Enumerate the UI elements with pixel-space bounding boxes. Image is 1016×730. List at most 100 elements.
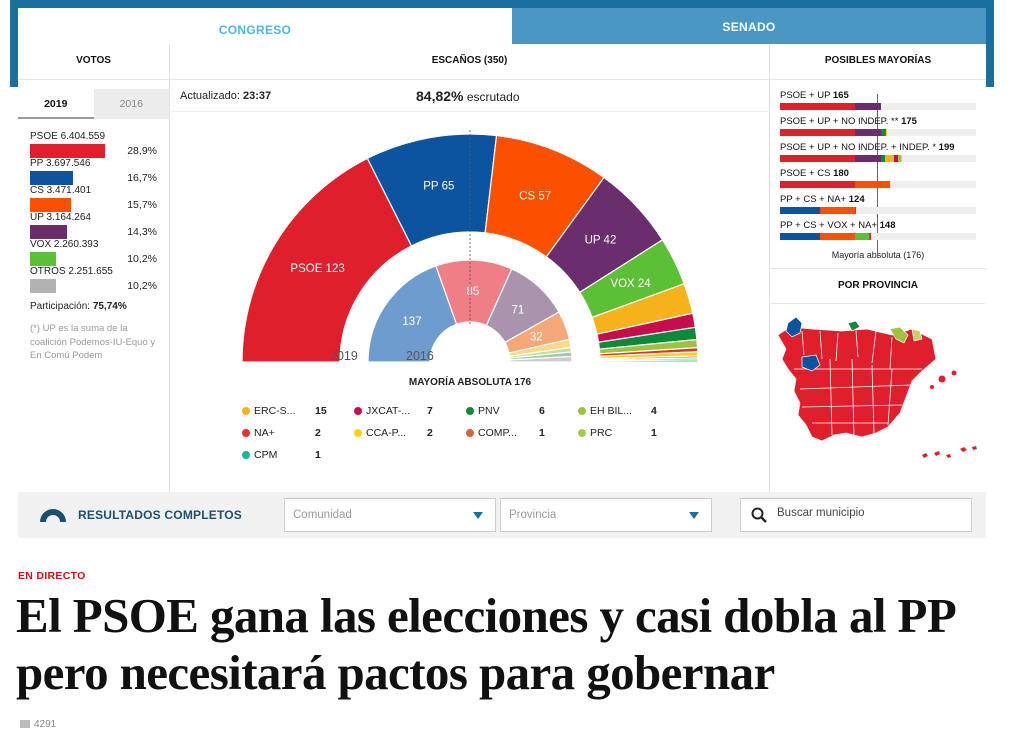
vote-row: OTROS 2.251.655 10,2% xyxy=(30,266,157,293)
mayoria-bar-segment xyxy=(884,155,894,162)
seat-arc-2016-label: 32 xyxy=(530,331,543,343)
seat-arc-2019[interactable] xyxy=(241,157,413,363)
tab-congreso[interactable]: CONGRESO xyxy=(18,8,492,44)
vote-row: CS 3.471.401 15,7% xyxy=(30,185,157,212)
mayoria-bar-segment xyxy=(881,155,885,162)
mayoria-label: PSOE + UP + NO INDEP. + INDEP. * 199 xyxy=(780,142,976,154)
seat-arc-2016[interactable] xyxy=(367,265,458,363)
legend-item[interactable]: CPM 1 xyxy=(242,447,354,462)
mayoria-row[interactable]: PSOE + UP + NO INDEP. + INDEP. * 199 xyxy=(780,142,976,168)
chevron-down-icon xyxy=(689,512,699,519)
article-headline[interactable]: El PSOE gana las elecciones y casi dobla… xyxy=(16,588,954,700)
mayoria-total: 165 xyxy=(832,90,849,101)
seat-arc-2016-label: 85 xyxy=(466,286,479,298)
mayoria-bar-segment xyxy=(819,233,855,240)
legend-seats: 1 xyxy=(651,426,657,439)
vote-bar xyxy=(30,225,68,239)
up-note: (*) UP es la suma de la coalición Podemo… xyxy=(30,323,156,361)
mayoria-row[interactable]: PP + CS + VOX + NA+ 148 xyxy=(780,220,976,246)
mayoria-total: 124 xyxy=(848,194,865,205)
legend-item[interactable]: PRC 1 xyxy=(578,425,690,440)
legend-item[interactable]: NA+ 2 xyxy=(242,425,354,440)
mayoria-total: 175 xyxy=(901,116,917,127)
legend-dot xyxy=(578,406,586,415)
year-tab-2019[interactable]: 2019 xyxy=(18,89,94,119)
vote-pct: 10,2% xyxy=(127,253,157,265)
tab-senado[interactable]: SENADO xyxy=(512,8,986,44)
vote-row: UP 3.164.264 14,3% xyxy=(30,212,157,239)
mayoria-row[interactable]: PSOE + UP 165 xyxy=(780,90,976,116)
legend-seats: 7 xyxy=(427,404,433,417)
escanos-title: ESCAÑOS (350) xyxy=(170,44,769,80)
mayoria-bar xyxy=(780,181,976,188)
comunidad-select[interactable]: Comunidad xyxy=(284,498,496,532)
comments-value: 4291 xyxy=(34,719,57,730)
mayoria-bar-segment xyxy=(780,207,820,214)
mayoria-bar xyxy=(780,155,976,162)
majority-caption: Mayoría absoluta (176) xyxy=(831,250,925,260)
mayoria-bar xyxy=(780,207,976,214)
vote-bar xyxy=(30,252,57,266)
mayorias-list: PSOE + UP 165 PSOE + UP + NO INDEP. ** 17… xyxy=(770,80,986,258)
vote-row-label: CS 3.471.401 xyxy=(30,185,92,196)
mayoria-bar-segment xyxy=(855,155,882,162)
search-icon[interactable] xyxy=(751,507,767,523)
resultados-completos-link[interactable]: RESULTADOS COMPLETOS xyxy=(78,508,243,522)
mayoria-bar-segment xyxy=(885,129,888,136)
mayoria-bar-segment xyxy=(780,155,856,162)
legend-item[interactable]: PNV 6 xyxy=(466,403,578,418)
votes-list: PSOE 6.404.559 28,9% PP 3.697.546 16,7% CS 3… xyxy=(18,119,169,293)
map-balearic-3 xyxy=(930,385,934,389)
vote-bar xyxy=(30,279,57,293)
legend-item[interactable]: ERC-S... 15 xyxy=(242,403,354,418)
seat-arc-2016-label: 71 xyxy=(512,305,525,317)
mayoria-parties: PSOE + UP + NO INDEP. + INDEP. * xyxy=(780,142,939,153)
map-ehbildu xyxy=(889,326,909,344)
live-kicker: EN DIRECTO xyxy=(18,570,86,582)
comments-count[interactable]: 4291 xyxy=(20,719,56,730)
mayorias-title: POSIBLES MAYORÍAS xyxy=(770,44,986,80)
municipio-search-input[interactable] xyxy=(777,507,957,519)
mayoria-bar-segment xyxy=(893,155,899,162)
seat-arc-2019[interactable] xyxy=(599,359,699,363)
legend-dot xyxy=(242,428,250,437)
mayoria-parties: PSOE + UP + NO INDEP. ** xyxy=(780,116,902,127)
legend-item[interactable]: EH BIL... 4 xyxy=(578,403,690,418)
legend-item[interactable]: COMP... 1 xyxy=(466,425,578,440)
seat-arc-2016[interactable] xyxy=(509,355,573,363)
mayoria-label: PP + CS + VOX + NA+ 148 xyxy=(780,220,976,232)
legend-item[interactable]: JXCAT-... 7 xyxy=(354,403,466,418)
participacion-label: Participación: xyxy=(30,301,91,312)
legend-party-name: PNV xyxy=(478,404,500,417)
vote-pct: 14,3% xyxy=(127,226,157,238)
vote-pct: 16,7% xyxy=(127,172,157,184)
hemicycle-icon xyxy=(40,509,66,522)
year-tab-2016[interactable]: 2016 xyxy=(93,89,169,119)
updated-label: Actualizado: xyxy=(180,90,240,102)
comunidad-select-value: Comunidad xyxy=(293,509,352,521)
updated-value: 23:37 xyxy=(243,90,272,102)
legend-dot xyxy=(242,406,250,415)
provincia-select[interactable]: Provincia xyxy=(500,498,712,532)
mayoria-row[interactable]: PSOE + CS 180 xyxy=(780,168,976,194)
participacion-value: 75,74% xyxy=(92,301,127,312)
legend-item[interactable]: CCA-P... 2 xyxy=(354,425,466,440)
map-pp-galicia xyxy=(785,316,803,338)
widget-frame-right xyxy=(986,0,994,87)
mayoria-bar-segment xyxy=(819,207,855,214)
legend-party-name: CPM xyxy=(254,448,278,461)
vote-bar xyxy=(30,198,71,212)
mayoria-row[interactable]: PSOE + UP + NO INDEP. ** 175 xyxy=(780,116,976,142)
map-balearic-2 xyxy=(951,370,957,376)
legend-dot xyxy=(466,406,474,415)
mayoria-row[interactable]: PP + CS + NA+ 124 xyxy=(780,194,976,220)
chevron-down-icon xyxy=(473,512,483,519)
spain-province-map[interactable] xyxy=(772,309,984,459)
escanos-panel: ESCAÑOS (350) Actualizado: 23:37 84,82% … xyxy=(170,44,770,492)
seat-arc-2019-label: VOX 24 xyxy=(610,278,651,290)
mayoria-label: PSOE + UP 165 xyxy=(780,90,976,102)
legend-seats: 2 xyxy=(427,426,433,439)
map-erc-catalonia xyxy=(911,328,923,342)
mayorias-panel: POSIBLES MAYORÍAS PSOE + UP 165 PSOE + UP… xyxy=(770,44,986,492)
seat-arc-2019-label: PP 65 xyxy=(423,181,454,193)
